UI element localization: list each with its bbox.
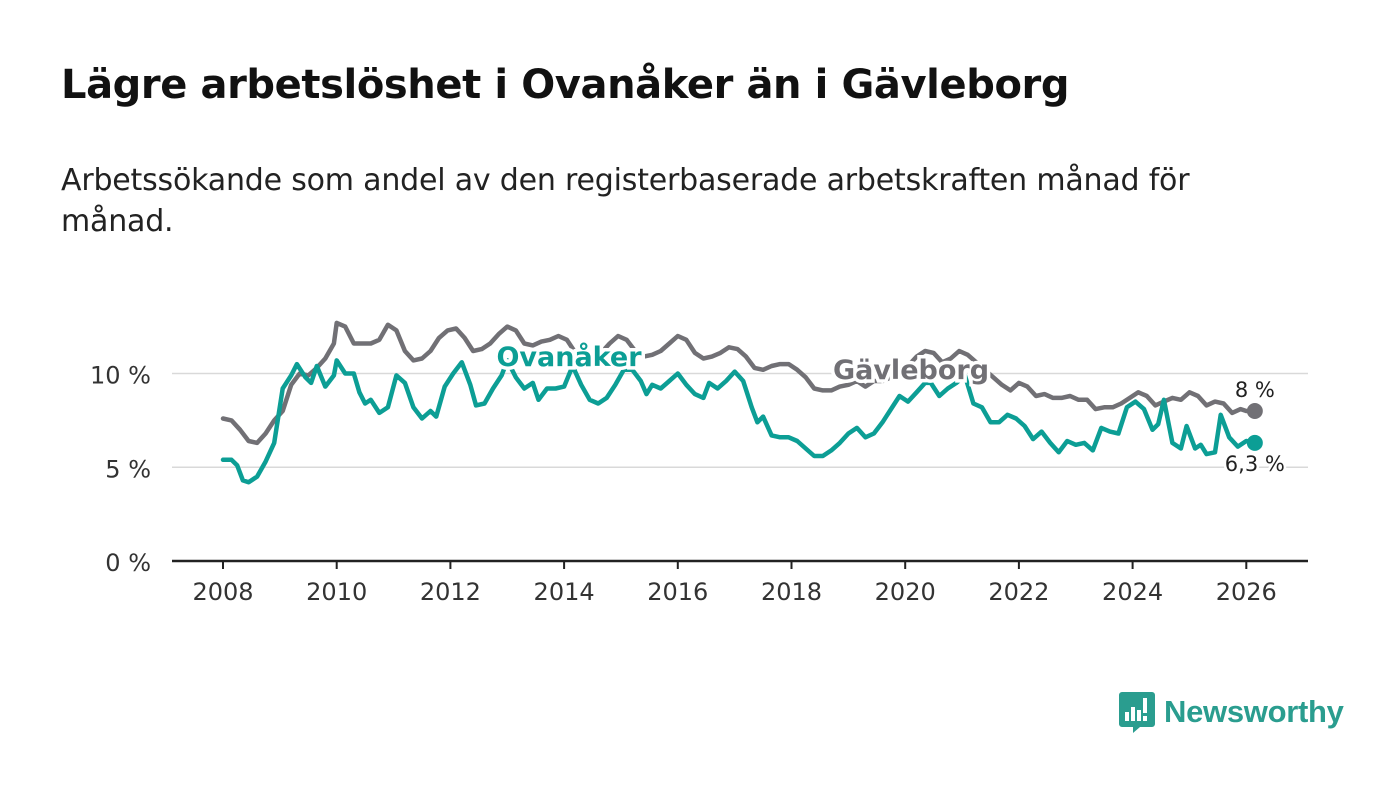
series-line-ovanaker [220,358,1258,485]
chart-title: Lägre arbetslöshet i Ovanåker än i Gävle… [61,62,1070,108]
x-tick-label: 2008 [192,578,253,606]
series-line-gavleborg [220,320,1258,446]
x-tick-label: 2024 [1102,578,1163,606]
end-value-label: 8 % [1235,378,1275,402]
x-tick-label: 2016 [647,578,708,606]
y-tick-label: 10 % [90,362,151,390]
y-tick-label: 5 % [105,455,151,483]
end-point-marker [1246,434,1263,451]
x-tick-label: 2026 [1216,578,1277,606]
x-tick-label: 2018 [761,578,822,606]
end-point-marker [1246,403,1263,419]
series-label: Ovanåker [496,341,642,373]
series-label: Gävleborg [833,355,989,386]
newsworthy-logo-icon [1119,692,1155,733]
brand-name: Newsworthy [1164,694,1344,729]
x-tick-label: 2012 [420,578,481,606]
x-tick-label: 2014 [534,578,595,606]
x-tick-label: 2010 [306,578,367,606]
end-value-label: 6,3 % [1225,452,1285,476]
brand-logo: Newsworthy [1118,690,1344,734]
chart-subtitle: Arbetssökande som andel av den registerb… [61,163,1190,239]
y-tick-label: 0 % [105,549,151,577]
x-tick-label: 2020 [875,578,936,606]
x-tick-label: 2022 [988,578,1049,606]
